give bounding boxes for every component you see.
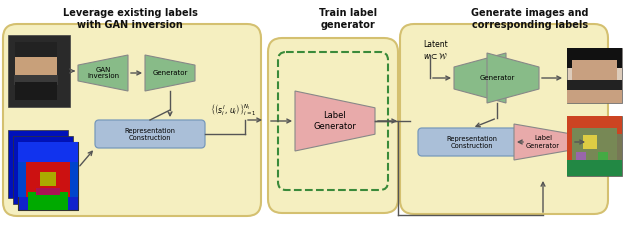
FancyBboxPatch shape (3, 24, 261, 216)
FancyBboxPatch shape (268, 38, 398, 213)
Polygon shape (145, 55, 195, 91)
Bar (567, 90, 622, 103)
Bar (18, 162, 26, 197)
Bar (572, 128, 617, 163)
Bar (18, 142, 78, 167)
Text: Generator: Generator (152, 70, 188, 76)
Polygon shape (454, 53, 506, 103)
Bar (567, 48, 622, 68)
Text: Train label
generator: Train label generator (319, 8, 377, 30)
Text: Latent: Latent (423, 40, 448, 49)
Bar (23, 162, 73, 197)
Bar (15, 42, 57, 57)
Bar (598, 152, 608, 160)
Bar (36, 188, 60, 195)
Bar (583, 135, 597, 149)
Bar (15, 42, 57, 100)
Polygon shape (487, 53, 539, 103)
Bar (70, 162, 78, 197)
Bar (15, 82, 57, 100)
Bar (572, 60, 617, 98)
Text: Label
Generator: Label Generator (526, 136, 560, 149)
Polygon shape (78, 55, 128, 91)
Text: Generator: Generator (479, 75, 515, 81)
Text: $\left\{\left(s_i^l,\,u_i\right)\right\}_{i=1}^{N_l}$: $\left\{\left(s_i^l,\,u_i\right)\right\}… (210, 102, 257, 118)
Text: GAN
Inversion: GAN Inversion (87, 67, 119, 80)
Text: $w \subset \mathcal{W}$: $w \subset \mathcal{W}$ (423, 51, 448, 60)
Text: Label
Generator: Label Generator (314, 111, 356, 131)
Text: Leverage existing labels
with GAN inversion: Leverage existing labels with GAN invers… (63, 8, 197, 30)
Bar (14, 75, 58, 85)
Bar (28, 192, 68, 210)
Bar (567, 80, 622, 90)
Bar (40, 172, 56, 186)
Text: Generate images and
corresponding labels: Generate images and corresponding labels (471, 8, 589, 30)
Bar (567, 116, 622, 134)
Bar (567, 116, 622, 176)
Polygon shape (514, 124, 572, 160)
Text: Representation
Construction: Representation Construction (125, 128, 175, 141)
Bar (8, 35, 70, 107)
Polygon shape (295, 91, 375, 151)
Text: Representation
Construction: Representation Construction (447, 136, 497, 149)
Bar (13, 136, 73, 204)
Bar (567, 160, 622, 176)
Bar (18, 142, 78, 210)
Bar (8, 130, 68, 198)
Bar (567, 48, 622, 103)
FancyBboxPatch shape (400, 24, 608, 214)
Bar (567, 116, 577, 166)
Bar (18, 142, 78, 210)
FancyBboxPatch shape (95, 120, 205, 148)
Bar (576, 152, 586, 160)
FancyBboxPatch shape (418, 128, 526, 156)
